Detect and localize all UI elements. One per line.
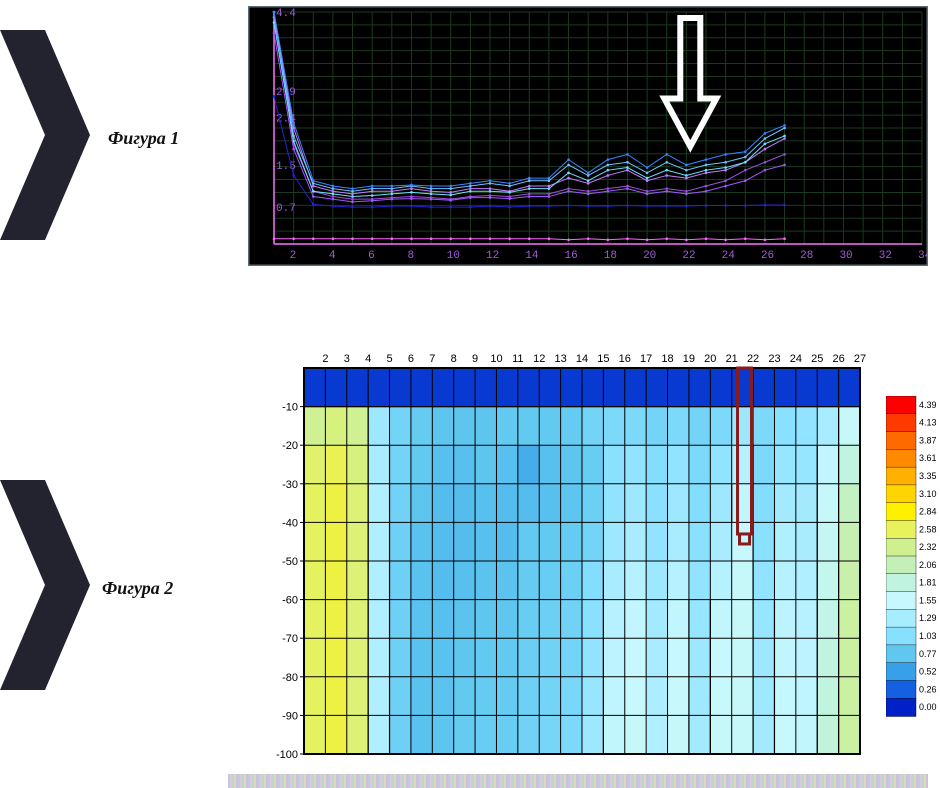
- svg-text:16: 16: [565, 250, 578, 262]
- svg-text:-60: -60: [282, 595, 298, 607]
- svg-text:2.06: 2.06: [919, 560, 937, 570]
- svg-text:3.61: 3.61: [919, 453, 937, 463]
- svg-text:2.32: 2.32: [919, 542, 937, 552]
- svg-text:0.00: 0.00: [919, 702, 937, 712]
- svg-text:32: 32: [879, 250, 892, 262]
- page: Фигура 1 Фигура 2 0.71.52.42.94.42468101…: [0, 0, 940, 788]
- svg-text:8: 8: [407, 250, 414, 262]
- svg-text:0.26: 0.26: [919, 684, 937, 694]
- svg-text:20: 20: [643, 250, 656, 262]
- svg-text:6: 6: [368, 250, 375, 262]
- svg-text:18: 18: [604, 250, 617, 262]
- svg-text:2: 2: [290, 250, 297, 262]
- svg-text:16: 16: [619, 353, 631, 365]
- svg-text:22: 22: [747, 353, 759, 365]
- svg-text:12: 12: [486, 250, 499, 262]
- svg-text:11: 11: [512, 353, 523, 365]
- svg-text:23: 23: [768, 353, 780, 365]
- svg-text:10: 10: [490, 353, 502, 365]
- svg-text:1.29: 1.29: [919, 613, 937, 623]
- svg-text:-90: -90: [282, 710, 298, 722]
- svg-text:1.55: 1.55: [919, 595, 937, 605]
- svg-text:-30: -30: [282, 479, 298, 491]
- svg-text:18: 18: [661, 353, 673, 365]
- svg-text:3.35: 3.35: [919, 471, 937, 481]
- svg-text:22: 22: [682, 250, 695, 262]
- svg-text:7: 7: [429, 353, 435, 365]
- svg-text:14: 14: [576, 353, 588, 365]
- chevron-marker-2: [0, 480, 90, 690]
- svg-text:1.03: 1.03: [919, 631, 937, 641]
- svg-text:4.4: 4.4: [276, 8, 296, 20]
- svg-text:15: 15: [597, 353, 609, 365]
- svg-text:4.39: 4.39: [919, 400, 937, 410]
- svg-text:26: 26: [832, 353, 844, 365]
- svg-text:20: 20: [704, 353, 716, 365]
- svg-text:3.10: 3.10: [919, 489, 937, 499]
- svg-text:14: 14: [525, 250, 539, 262]
- svg-text:34: 34: [918, 250, 928, 262]
- svg-text:12: 12: [533, 353, 545, 365]
- chevron-marker-1: [0, 30, 90, 240]
- svg-text:0.52: 0.52: [919, 667, 937, 677]
- svg-text:6: 6: [408, 353, 414, 365]
- svg-text:-10: -10: [282, 402, 298, 414]
- svg-text:24: 24: [790, 353, 802, 365]
- svg-text:19: 19: [683, 353, 695, 365]
- svg-text:4.13: 4.13: [919, 418, 937, 428]
- svg-text:-20: -20: [282, 440, 298, 452]
- svg-text:2: 2: [322, 353, 328, 365]
- svg-text:3: 3: [344, 353, 350, 365]
- svg-text:27: 27: [854, 353, 866, 365]
- figure1-line-chart: 0.71.52.42.94.42468101214161820222426283…: [248, 6, 928, 266]
- svg-text:26: 26: [761, 250, 774, 262]
- figure2-colorbar: 4.39 4.13 3.87 3.61 3.35 3.10 2.84 2.58 2.32 2.06…: [886, 396, 940, 731]
- svg-text:10: 10: [447, 250, 460, 262]
- svg-text:0.7: 0.7: [276, 203, 296, 215]
- svg-text:13: 13: [554, 353, 566, 365]
- svg-text:2.84: 2.84: [919, 507, 937, 517]
- figure1-label: Фигура 1: [108, 128, 179, 149]
- svg-text:-80: -80: [282, 672, 298, 684]
- svg-text:17: 17: [640, 353, 652, 365]
- svg-text:24: 24: [722, 250, 736, 262]
- svg-text:5: 5: [386, 353, 392, 365]
- svg-text:8: 8: [451, 353, 457, 365]
- svg-text:9: 9: [472, 353, 478, 365]
- footer-noise-strip: [228, 774, 928, 788]
- svg-text:4: 4: [329, 250, 336, 262]
- figure2-label: Фигура 2: [102, 578, 173, 599]
- svg-text:4: 4: [365, 353, 371, 365]
- svg-text:3.87: 3.87: [919, 435, 937, 445]
- svg-text:30: 30: [839, 250, 852, 262]
- svg-text:-100: -100: [276, 749, 298, 761]
- svg-text:1.81: 1.81: [919, 578, 937, 588]
- svg-text:21: 21: [726, 353, 738, 365]
- svg-text:-70: -70: [282, 633, 298, 645]
- figure2-heatmap: 2345678910111213141516171819202122232425…: [258, 346, 876, 764]
- svg-text:-40: -40: [282, 517, 298, 529]
- svg-text:2.58: 2.58: [919, 524, 937, 534]
- svg-text:25: 25: [811, 353, 823, 365]
- svg-text:0.77: 0.77: [919, 649, 937, 659]
- svg-text:28: 28: [800, 250, 813, 262]
- svg-text:-50: -50: [282, 556, 298, 568]
